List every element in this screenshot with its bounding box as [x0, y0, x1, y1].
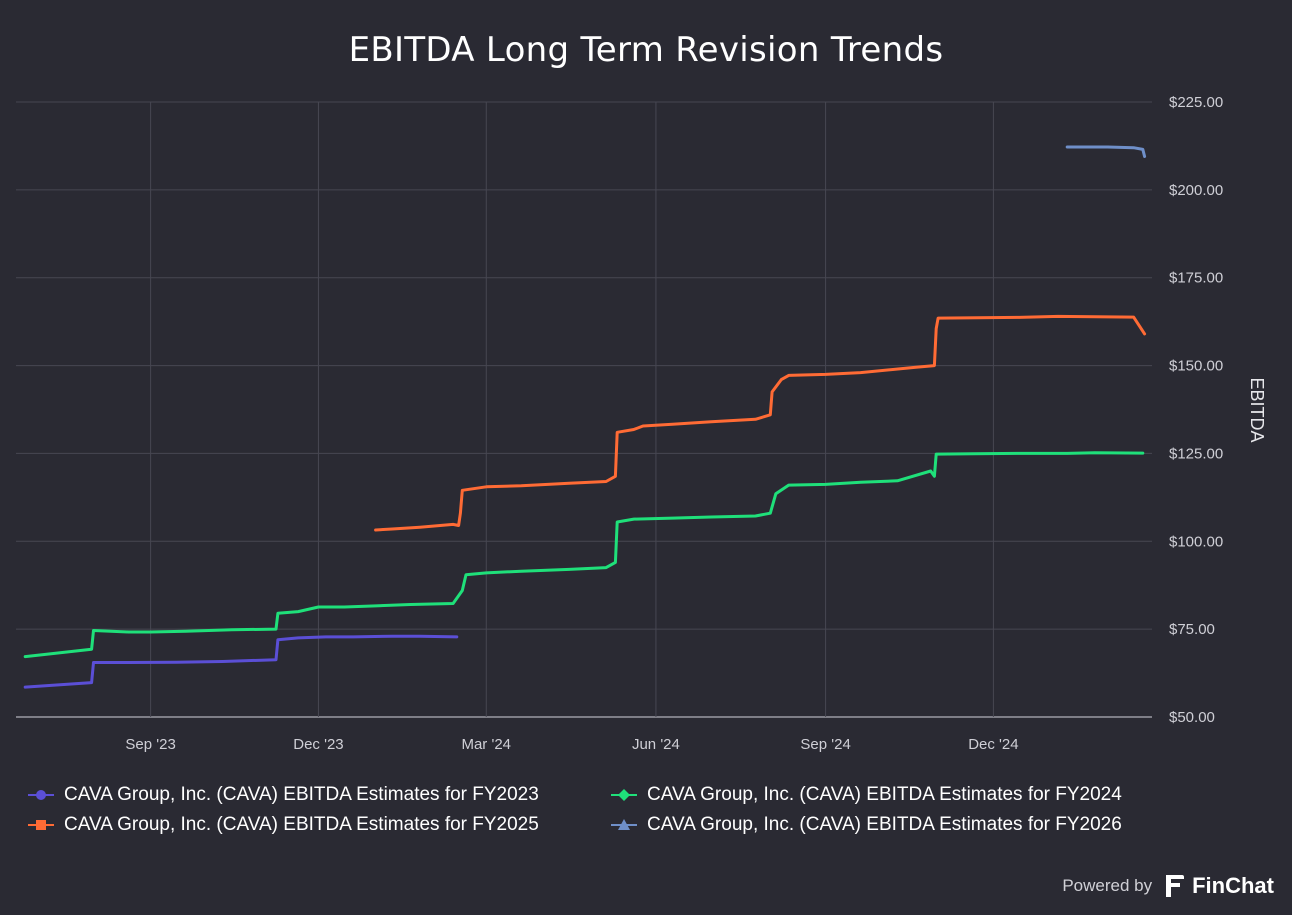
- x-tick-label: Sep '23: [125, 736, 175, 753]
- x-tick-label: Dec '24: [968, 736, 1018, 753]
- legend-marker-diamond-icon: [611, 789, 637, 801]
- y-tick-labels: $50.00 $75.00 $100.00 $125.00 $150.00 $175.00…: [1169, 94, 1223, 726]
- legend-item-fy2024[interactable]: CAVA Group, Inc. (CAVA) EBITDA Estimates…: [611, 784, 1122, 806]
- x-tick-label: Jun '24: [632, 736, 680, 753]
- x-tick-label: Sep '24: [800, 736, 850, 753]
- x-tick-label: Dec '23: [293, 736, 343, 753]
- powered-by-text: Powered by: [1062, 876, 1153, 895]
- series-line-0[interactable]: [23, 634, 459, 689]
- legend-item-fy2025[interactable]: CAVA Group, Inc. (CAVA) EBITDA Estimates…: [28, 814, 539, 836]
- legend-item-fy2026[interactable]: CAVA Group, Inc. (CAVA) EBITDA Estimates…: [611, 814, 1122, 836]
- legend-label: CAVA Group, Inc. (CAVA) EBITDA Estimates…: [647, 784, 1122, 805]
- x-tick-label: Mar '24: [461, 736, 511, 753]
- y-tick-label: $125.00: [1169, 445, 1223, 462]
- y-tick-label: $150.00: [1169, 358, 1223, 375]
- legend-item-fy2023[interactable]: CAVA Group, Inc. (CAVA) EBITDA Estimates…: [28, 784, 539, 806]
- finchat-logo-icon: [1166, 875, 1185, 897]
- legend-marker-circle-icon: [28, 790, 54, 800]
- grid-lines: [16, 101, 1152, 718]
- powered-by[interactable]: Powered by FinChat: [1062, 873, 1274, 899]
- series-line-2[interactable]: [374, 314, 1147, 532]
- chart-title: EBITDA Long Term Revision Trends: [348, 30, 944, 70]
- y-tick-label: $50.00: [1169, 709, 1215, 726]
- y-tick-label: $175.00: [1169, 270, 1223, 287]
- y-tick-label: $225.00: [1169, 94, 1223, 111]
- brand-name: FinChat: [1192, 873, 1274, 898]
- y-axis-label: EBITDA: [1247, 377, 1267, 442]
- series-line-1[interactable]: [23, 451, 1145, 659]
- legend-label: CAVA Group, Inc. (CAVA) EBITDA Estimates…: [647, 814, 1122, 835]
- legend-marker-square-icon: [28, 820, 54, 830]
- y-tick-label: $200.00: [1169, 182, 1223, 199]
- series-line-3[interactable]: [1065, 145, 1147, 158]
- y-tick-label: $75.00: [1169, 621, 1215, 638]
- legend-label: CAVA Group, Inc. (CAVA) EBITDA Estimates…: [64, 814, 539, 835]
- y-tick-label: $100.00: [1169, 533, 1223, 550]
- legend-label: CAVA Group, Inc. (CAVA) EBITDA Estimates…: [64, 784, 539, 805]
- series-layer: [23, 145, 1147, 689]
- x-tick-labels: Sep '23 Dec '23 Mar '24 Jun '24 Sep '24 Dec '…: [125, 736, 1018, 753]
- legend-marker-triangle-icon: [611, 819, 637, 830]
